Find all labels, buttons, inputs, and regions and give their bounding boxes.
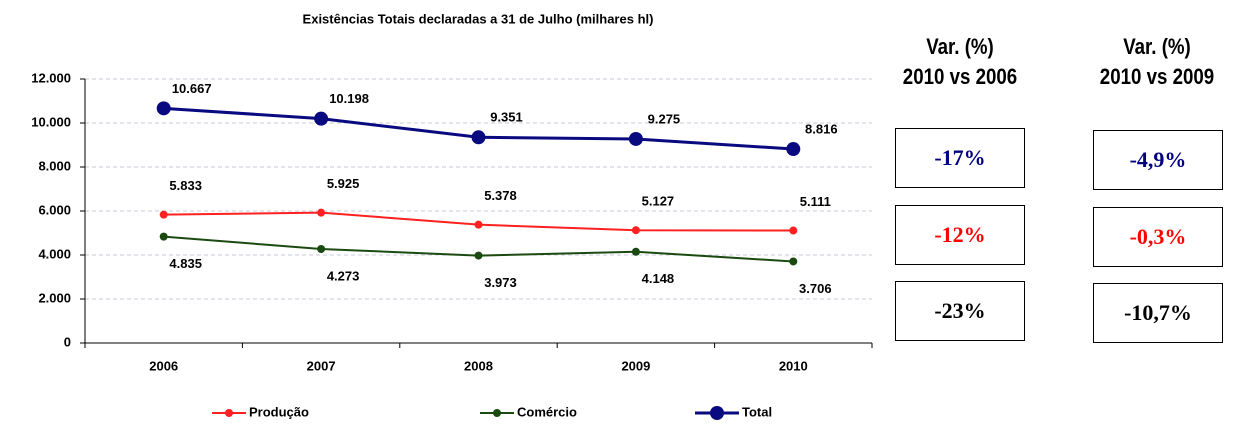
point (789, 226, 798, 235)
data-label: 3.706 (799, 281, 832, 296)
data-label: 4.835 (169, 256, 202, 271)
data-label: 5.925 (327, 176, 360, 191)
header-line: 2010 vs 2006 (902, 64, 1018, 89)
x-tick-label: 2010 (779, 358, 808, 373)
x-tick-label: 2009 (621, 358, 650, 373)
legend-marker (225, 409, 233, 417)
legend-marker (493, 409, 501, 417)
x-tick-label: 2008 (464, 358, 493, 373)
y-tick-label: 0 (64, 334, 71, 349)
data-label: 4.148 (642, 271, 675, 286)
var-box: -17% (895, 128, 1025, 188)
y-tick-label: 10.000 (31, 114, 71, 129)
data-label: 4.273 (327, 268, 360, 283)
header-line: Var. (%) (926, 34, 994, 59)
y-tick-label: 6.000 (38, 202, 71, 217)
point (156, 101, 171, 116)
point (159, 210, 168, 219)
point (317, 208, 326, 217)
legend-label: Produção (249, 404, 309, 419)
y-tick-label: 2.000 (38, 290, 71, 305)
var-header: Var. (%) 2010 vs 2006 (875, 32, 1045, 92)
header-line: 2010 vs 2009 (1099, 64, 1215, 89)
var-box: -12% (895, 205, 1025, 265)
point (631, 226, 640, 235)
var-header: Var. (%) 2010 vs 2009 (1072, 32, 1239, 92)
chart: Existências Totais declaradas a 31 de Ju… (31, 11, 873, 420)
legend-marker (710, 406, 724, 420)
data-label: 5.111 (800, 194, 831, 209)
point (317, 244, 326, 253)
point (159, 232, 168, 241)
point (631, 247, 640, 256)
point (314, 111, 329, 126)
data-label: 5.127 (642, 194, 675, 209)
point (474, 251, 483, 260)
point (786, 142, 801, 157)
var-box: -10,7% (1093, 283, 1223, 343)
data-label: 10.667 (172, 81, 212, 96)
chart-title: Existências Totais declaradas a 31 de Ju… (303, 11, 654, 26)
data-label: 9.351 (490, 110, 523, 125)
x-tick-label: 2006 (149, 358, 178, 373)
var-box: -4,9% (1093, 130, 1223, 190)
legend-label: Comércio (517, 404, 577, 419)
data-label: 3.973 (484, 275, 517, 290)
point (789, 257, 798, 266)
var-box: -0,3% (1093, 207, 1223, 267)
legend-label: Total (742, 404, 772, 419)
y-tick-label: 8.000 (38, 158, 71, 173)
point (471, 130, 486, 145)
header-line: Var. (%) (1123, 34, 1191, 59)
y-tick-label: 4.000 (38, 246, 71, 261)
y-tick-label: 12.000 (31, 70, 71, 85)
var-box: -23% (895, 281, 1025, 341)
x-tick-label: 2007 (307, 358, 336, 373)
data-label: 10.198 (329, 91, 369, 106)
data-label: 5.378 (484, 188, 517, 203)
point (474, 220, 483, 229)
data-label: 5.833 (169, 178, 202, 193)
data-label: 8.816 (805, 121, 838, 136)
point (628, 131, 643, 146)
data-label: 9.275 (648, 111, 681, 126)
